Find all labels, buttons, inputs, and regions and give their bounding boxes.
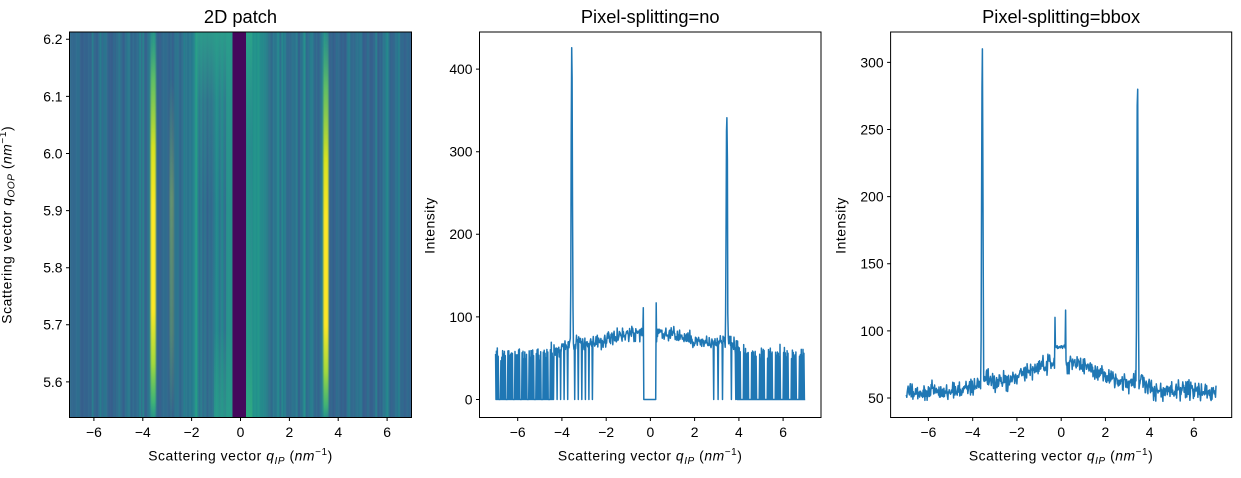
svg-text:6: 6 [1190,424,1198,440]
svg-text:2D patch: 2D patch [204,6,277,27]
svg-text:6.0: 6.0 [43,145,63,161]
svg-text:50: 50 [868,390,884,406]
svg-text:300: 300 [860,54,883,70]
svg-text:−4: −4 [554,424,570,440]
svg-text:Scattering vector qIP (nm−1): Scattering vector qIP (nm−1) [148,447,333,467]
svg-text:100: 100 [860,323,883,339]
svg-text:2: 2 [691,424,699,440]
svg-text:5.7: 5.7 [43,317,63,333]
svg-text:4: 4 [1146,424,1154,440]
svg-text:2: 2 [1102,424,1110,440]
svg-text:−6: −6 [86,424,102,440]
svg-text:−2: −2 [184,424,200,440]
svg-text:5.9: 5.9 [43,203,63,219]
svg-text:Scattering vector qIP (nm−1): Scattering vector qIP (nm−1) [558,447,743,467]
svg-text:5.6: 5.6 [43,374,63,390]
svg-text:Pixel-splitting=bbox: Pixel-splitting=bbox [982,6,1140,27]
svg-text:6: 6 [779,424,787,440]
svg-text:0: 0 [647,424,655,440]
svg-text:4: 4 [334,424,342,440]
svg-text:−6: −6 [920,424,936,440]
svg-text:5.8: 5.8 [43,260,63,276]
svg-text:300: 300 [449,144,472,160]
svg-text:Scattering vector qOOP (nm−1): Scattering vector qOOP (nm−1) [0,126,18,324]
svg-text:400: 400 [449,61,472,77]
svg-text:Pixel-splitting=no: Pixel-splitting=no [581,6,720,27]
svg-text:−4: −4 [135,424,151,440]
svg-text:2: 2 [286,424,294,440]
svg-text:150: 150 [860,256,883,272]
svg-text:0: 0 [237,424,245,440]
svg-text:−4: −4 [965,424,981,440]
svg-text:0: 0 [465,391,473,407]
svg-text:Intensity: Intensity [833,197,849,254]
svg-text:250: 250 [860,121,883,137]
svg-text:6.2: 6.2 [43,31,63,47]
svg-text:4: 4 [735,424,743,440]
svg-text:6.1: 6.1 [43,88,63,104]
svg-text:0: 0 [1057,424,1065,440]
svg-text:200: 200 [449,226,472,242]
svg-text:Intensity: Intensity [422,197,438,254]
svg-text:−2: −2 [598,424,614,440]
svg-text:200: 200 [860,189,883,205]
svg-text:Scattering vector qIP (nm−1): Scattering vector qIP (nm−1) [969,447,1154,467]
svg-text:−6: −6 [510,424,526,440]
svg-text:6: 6 [383,424,391,440]
svg-text:100: 100 [449,309,472,325]
svg-text:−2: −2 [1009,424,1025,440]
